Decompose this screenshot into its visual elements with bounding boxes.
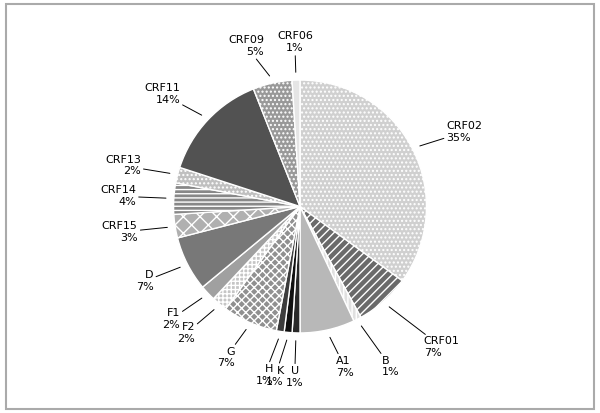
Text: K
1%: K 1% bbox=[266, 340, 287, 387]
Text: CRF01
7%: CRF01 7% bbox=[389, 307, 460, 358]
Wedge shape bbox=[226, 206, 300, 331]
Wedge shape bbox=[300, 206, 403, 317]
Wedge shape bbox=[203, 206, 300, 299]
Wedge shape bbox=[174, 206, 300, 238]
Text: F1
2%: F1 2% bbox=[163, 298, 202, 330]
Text: A1
7%: A1 7% bbox=[330, 337, 353, 378]
Wedge shape bbox=[180, 89, 300, 206]
Wedge shape bbox=[292, 80, 300, 206]
Wedge shape bbox=[214, 206, 300, 309]
Text: B
1%: B 1% bbox=[361, 326, 399, 377]
Wedge shape bbox=[253, 80, 300, 206]
Text: F2
2%: F2 2% bbox=[178, 310, 214, 344]
Wedge shape bbox=[284, 206, 300, 333]
Wedge shape bbox=[178, 206, 300, 287]
Text: CRF09
5%: CRF09 5% bbox=[228, 35, 269, 76]
Text: CRF02
35%: CRF02 35% bbox=[420, 121, 482, 146]
Text: CRF11
14%: CRF11 14% bbox=[144, 83, 202, 115]
Text: U
1%: U 1% bbox=[286, 341, 304, 388]
Text: H
1%: H 1% bbox=[256, 339, 278, 386]
Wedge shape bbox=[277, 206, 300, 332]
Wedge shape bbox=[176, 167, 300, 206]
Wedge shape bbox=[173, 183, 300, 214]
Text: D
7%: D 7% bbox=[136, 267, 180, 292]
Text: CRF13
2%: CRF13 2% bbox=[105, 155, 170, 176]
Wedge shape bbox=[300, 206, 354, 333]
Text: G
7%: G 7% bbox=[217, 330, 246, 368]
Wedge shape bbox=[300, 206, 361, 321]
Text: CRF06
1%: CRF06 1% bbox=[277, 31, 313, 72]
Text: CRF15
3%: CRF15 3% bbox=[102, 221, 167, 243]
Wedge shape bbox=[292, 206, 300, 333]
Text: CRF14
4%: CRF14 4% bbox=[100, 185, 166, 207]
Wedge shape bbox=[300, 80, 427, 281]
